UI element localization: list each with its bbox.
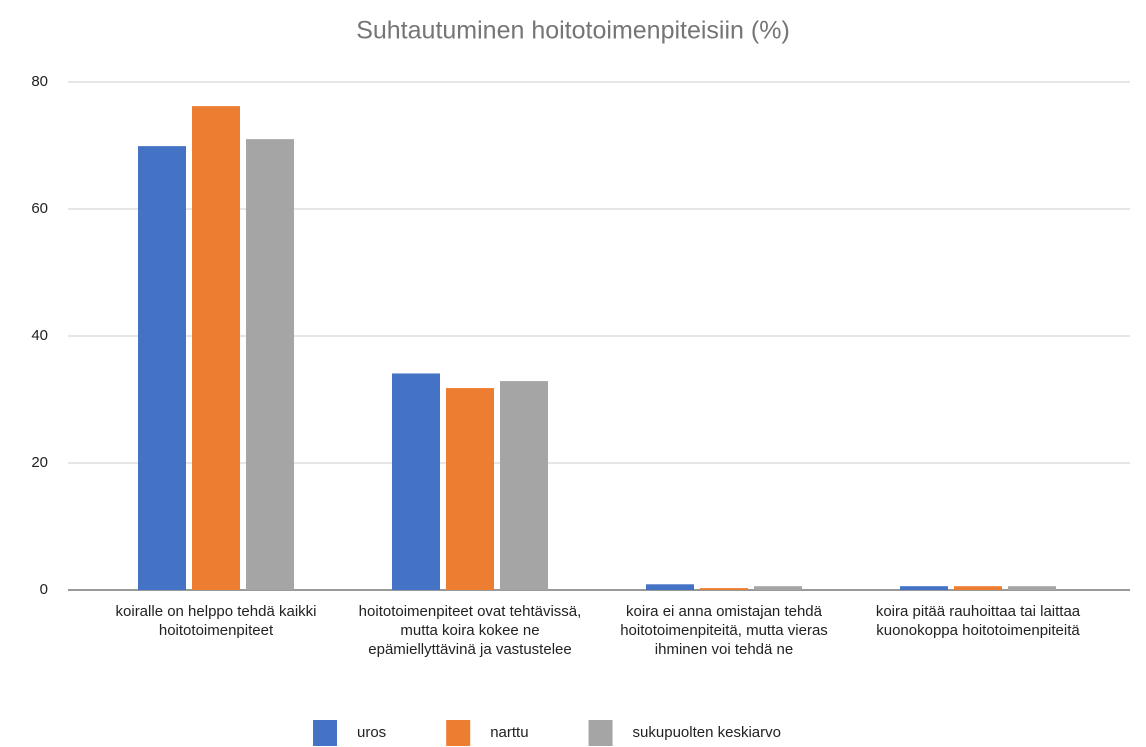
bar [138, 146, 186, 590]
legend-label: sukupuolten keskiarvo [633, 724, 781, 741]
bar [646, 584, 694, 590]
x-tick-label: hoitotoimenpiteet ovat tehtävissä, mutta … [359, 603, 582, 658]
x-tick-label-line: koiralle on helppo tehdä kaikki [116, 603, 317, 620]
x-tick-label-line: ihminen voi tehdä ne [655, 641, 793, 658]
x-tick-label-line: kuonokoppa hoitotoimenpiteitä [876, 622, 1080, 639]
bar [754, 586, 802, 590]
x-tick-label-line: hoitotoimenpiteet [159, 622, 274, 639]
legend-label: uros [357, 724, 386, 741]
x-tick-label: koira ei anna omistajan tehdä hoitotoimen… [620, 603, 828, 658]
y-tick-label: 60 [31, 200, 48, 217]
x-tick-label-line: hoitotoimenpiteitä, mutta vieras [620, 622, 828, 639]
legend-swatch [446, 720, 471, 746]
bar [1008, 586, 1056, 590]
legend-swatch [313, 720, 337, 746]
legend-label: narttu [490, 724, 528, 741]
bar [700, 588, 748, 590]
x-tick-label-line: mutta koira kokee ne [400, 622, 539, 639]
bar [246, 139, 294, 590]
bar [392, 373, 440, 590]
x-tick-label-line: koira pitää rauhoittaa tai laittaa [876, 603, 1081, 620]
y-tick-label: 80 [31, 73, 48, 90]
bar [954, 586, 1002, 590]
bar [900, 586, 948, 590]
bar [192, 106, 240, 590]
x-tick-label: koira pitää rauhoittaa tai laittaa kuonok… [876, 603, 1081, 639]
y-tick-label: 20 [31, 454, 48, 471]
bar [500, 381, 548, 590]
x-tick-label-line: hoitotoimenpiteet ovat tehtävissä, [359, 603, 582, 620]
x-tick-label-line: epämiellyttävinä ja vastustelee [368, 641, 571, 658]
legend-swatch [588, 720, 613, 746]
x-tick-label: koiralle on helppo tehdä kaikki hoitotoim… [116, 603, 317, 639]
bar [446, 388, 494, 590]
y-tick-label: 40 [31, 327, 48, 344]
y-tick-label: 0 [40, 581, 48, 598]
chart-title: Suhtautuminen hoitotoimenpiteisiin (%) [356, 17, 790, 45]
x-tick-label-line: koira ei anna omistajan tehdä [626, 603, 823, 620]
